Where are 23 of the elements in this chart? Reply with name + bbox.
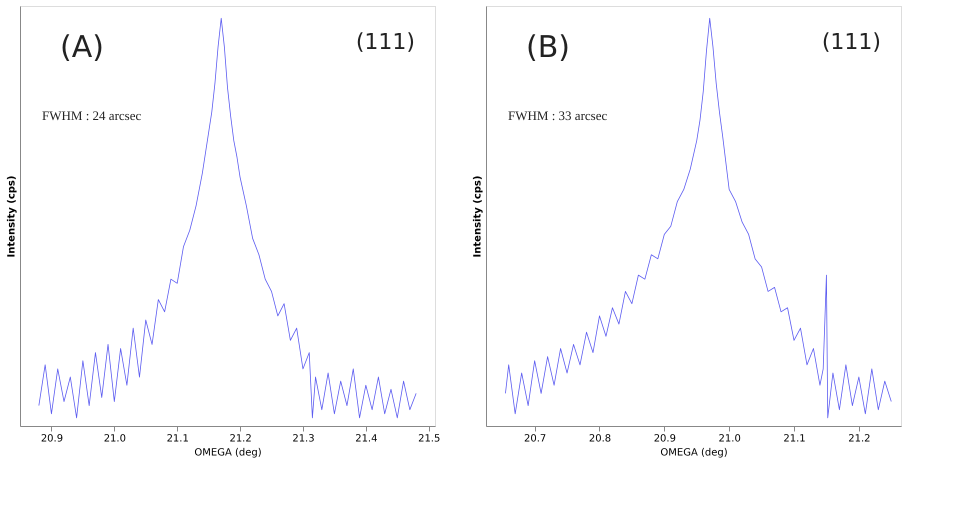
annotation: FWHM : 24 arcsec bbox=[42, 108, 142, 123]
y-axis-title: Intensity (cps) bbox=[472, 176, 484, 258]
x-tick-label: 20.9 bbox=[40, 434, 64, 444]
x-tick-label: 20.9 bbox=[654, 434, 676, 444]
x-tick-label: 20.7 bbox=[524, 434, 546, 444]
x-tick-label: 21.2 bbox=[229, 434, 252, 444]
x-axis-title: OMEGA (deg) bbox=[194, 448, 262, 458]
x-tick-label: 21.3 bbox=[292, 434, 315, 444]
x-tick-label: 21.1 bbox=[166, 434, 189, 444]
x-tick-label: 20.8 bbox=[588, 434, 612, 444]
annotation: FWHM : 33 arcsec bbox=[508, 108, 608, 123]
x-tick-label: 21.5 bbox=[418, 434, 440, 444]
x-axis-title: OMEGA (deg) bbox=[660, 448, 728, 458]
annotation: (111) bbox=[822, 30, 881, 55]
x-tick-label: 21.4 bbox=[355, 434, 378, 444]
x-tick-label: 21.0 bbox=[718, 434, 741, 444]
annotation: (111) bbox=[356, 30, 415, 55]
annotation: (A) bbox=[60, 30, 104, 65]
y-axis-title: Intensity (cps) bbox=[6, 176, 18, 258]
annotation: (B) bbox=[526, 30, 570, 65]
x-tick-label: 21.2 bbox=[848, 434, 870, 444]
x-tick-label: 21.0 bbox=[104, 434, 126, 444]
x-tick-label: 21.1 bbox=[783, 434, 806, 444]
